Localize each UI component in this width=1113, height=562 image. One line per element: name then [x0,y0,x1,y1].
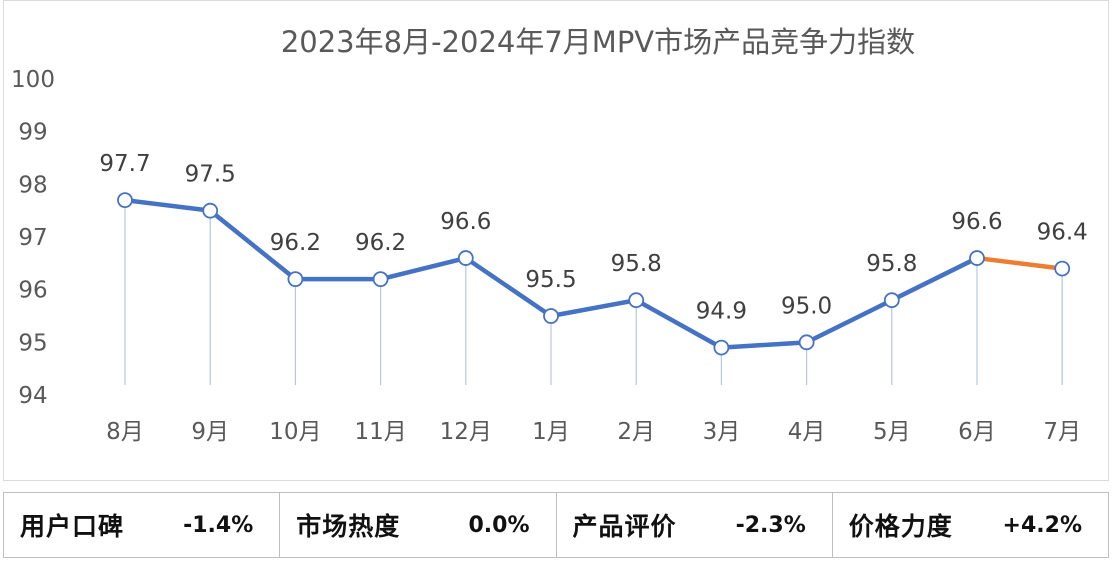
x-tick-label: 7月 [1043,419,1081,445]
y-tick-label: 96 [18,278,47,304]
data-label: 95.8 [866,251,917,277]
metric-product-rating: 产品评价 -2.3% [557,493,833,557]
y-tick-label: 100 [11,67,55,93]
data-label: 95.5 [525,267,576,293]
data-label: 97.5 [185,162,236,188]
data-point [202,202,219,219]
data-label: 96.6 [951,209,1002,235]
y-tick-label: 98 [18,172,47,198]
x-tick-label: 2月 [617,419,655,445]
data-point [543,308,559,324]
metric-user-reputation: 用户口碑 -1.4% [4,493,281,557]
x-tick-label: 10月 [269,419,321,445]
chart-area: 2023年8月-2024年7月MPV市场产品竞争力指数 94 95 96 97 98 99… [3,0,1109,481]
line-chart: 2023年8月-2024年7月MPV市场产品竞争力指数 94 95 96 97 98 99… [11,25,1088,445]
x-tick-label: 4月 [788,419,826,445]
data-point [798,334,815,351]
data-point [713,339,730,356]
metric-price-strength: 价格力度 +4.2% [833,493,1108,557]
x-tick-label: 8月 [106,419,144,445]
metric-label: 产品评价 [572,512,677,541]
data-label: 96.6 [440,209,491,235]
last-segment-line [974,255,1065,271]
x-tick-label: 11月 [354,419,406,445]
metric-label: 市场热度 [296,512,401,541]
data-label: 95.8 [611,251,662,277]
metric-label: 用户口碑 [20,512,125,541]
data-label: 94.9 [696,299,747,325]
y-tick-label: 97 [18,225,47,251]
metric-label: 价格力度 [848,512,953,541]
data-label: 97.7 [99,151,150,177]
data-point [117,192,133,209]
y-tick-label: 99 [18,120,47,146]
x-tick-label: 9月 [191,419,229,445]
metrics-bar: 用户口碑 -1.4% 市场热度 0.0% 产品评价 -2.3% 价格力度 +4.… [3,492,1109,558]
metric-value: 0.0% [468,512,530,538]
metric-value: +4.2% [1002,512,1082,538]
data-point [287,271,304,288]
data-point [457,250,474,266]
metric-value: -1.4% [183,512,254,538]
data-label: 96.2 [355,230,406,256]
y-tick-label: 95 [18,330,47,356]
data-label: 95.0 [781,293,832,319]
data-point [628,292,645,309]
chart-title: 2023年8月-2024年7月MPV市场产品竞争力指数 [281,25,915,59]
x-tick-label: 12月 [440,419,492,445]
x-tick-label: 1月 [532,419,570,445]
x-tick-label: 6月 [958,419,996,445]
metric-value: -2.3% [735,512,806,538]
x-tick-label: 3月 [703,419,741,445]
data-point [883,292,900,309]
metric-market-heat: 市场热度 0.0% [280,493,557,557]
y-tick-label: 94 [18,383,47,409]
data-point [969,250,985,266]
x-tick-label: 5月 [873,419,911,445]
data-point [1054,260,1071,277]
data-point [372,271,389,288]
data-label: 96.2 [270,230,321,256]
data-label: 96.4 [1037,220,1088,246]
